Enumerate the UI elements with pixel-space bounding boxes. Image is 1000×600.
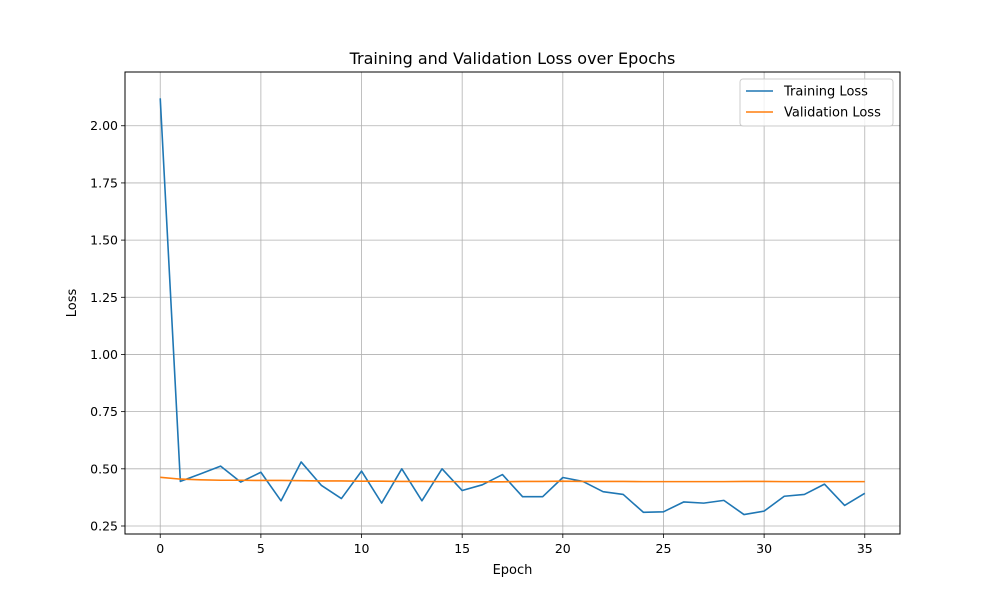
legend: Training Loss Validation Loss [739, 78, 894, 127]
x-tick-label: 0 [156, 541, 164, 556]
y-tick-label: 0.25 [90, 518, 118, 533]
y-axis: 0.25 0.50 0.75 1.00 1.25 1.50 1.75 2.00 [90, 118, 125, 533]
series-line-training-loss [159, 98, 866, 516]
y-axis-label: Loss [65, 289, 80, 318]
y-tick-label: 0.75 [90, 404, 118, 419]
x-tick-label: 15 [454, 541, 470, 556]
x-tick-label: 10 [354, 541, 370, 556]
chart-title: Training and Validation Loss over Epochs [349, 49, 676, 68]
x-axis: 0 5 10 15 20 25 30 35 [156, 534, 873, 556]
y-tick-label: 0.50 [90, 461, 118, 476]
series-line-validation-loss [160, 476, 865, 483]
x-tick-label: 35 [857, 541, 873, 556]
x-tick-label: 20 [555, 541, 571, 556]
legend-box [739, 78, 894, 127]
plot-frame [124, 71, 901, 535]
series-layer [159, 98, 866, 516]
y-tick-label: 1.00 [90, 347, 118, 362]
legend-label-validation-loss: Validation Loss [784, 106, 881, 121]
y-tick-label: 1.75 [90, 175, 118, 190]
x-axis-label: Epoch [493, 563, 533, 578]
y-tick-label: 2.00 [90, 118, 118, 133]
y-tick-label: 1.25 [90, 290, 118, 305]
legend-label-training-loss: Training Loss [783, 85, 868, 100]
x-tick-label: 30 [756, 541, 772, 556]
x-tick-label: 5 [257, 541, 265, 556]
y-tick-label: 1.50 [90, 233, 118, 248]
x-tick-label: 25 [656, 541, 672, 556]
grid-lines [125, 72, 900, 534]
